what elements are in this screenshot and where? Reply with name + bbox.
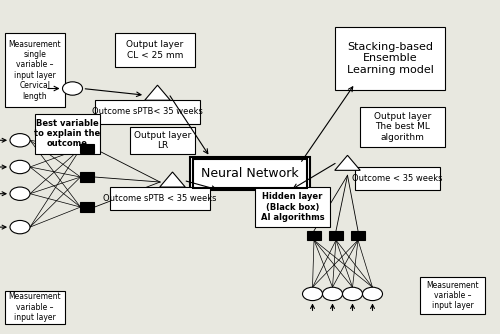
- Text: Neural Network: Neural Network: [201, 167, 299, 180]
- Bar: [80, 172, 94, 182]
- Bar: [329, 231, 343, 240]
- Circle shape: [10, 220, 30, 234]
- Text: Output layer
The best ML
algorithm: Output layer The best ML algorithm: [374, 112, 431, 142]
- Circle shape: [10, 187, 30, 200]
- Text: Outcome sPTB < 35 weeks: Outcome sPTB < 35 weeks: [104, 194, 217, 203]
- Circle shape: [302, 287, 322, 301]
- Bar: [351, 231, 365, 240]
- Polygon shape: [145, 85, 170, 100]
- FancyBboxPatch shape: [360, 107, 445, 147]
- Circle shape: [62, 82, 82, 95]
- Bar: [80, 144, 94, 153]
- Polygon shape: [335, 155, 360, 170]
- Circle shape: [342, 287, 362, 301]
- FancyBboxPatch shape: [5, 33, 65, 107]
- Text: Outcome sPTB< 35 weeks: Outcome sPTB< 35 weeks: [92, 108, 203, 116]
- FancyBboxPatch shape: [5, 291, 65, 324]
- FancyBboxPatch shape: [110, 187, 210, 210]
- Text: Hidden layer
(Black box)
AI algorithms: Hidden layer (Black box) AI algorithms: [260, 192, 324, 222]
- Circle shape: [10, 134, 30, 147]
- FancyBboxPatch shape: [95, 100, 200, 124]
- FancyBboxPatch shape: [193, 159, 307, 188]
- FancyBboxPatch shape: [115, 33, 195, 67]
- Text: Best variable
to explain the
outcome: Best variable to explain the outcome: [34, 119, 100, 149]
- Circle shape: [322, 287, 342, 301]
- FancyBboxPatch shape: [130, 127, 195, 154]
- Bar: [307, 231, 321, 240]
- FancyBboxPatch shape: [335, 27, 445, 90]
- Text: Output layer
LR: Output layer LR: [134, 131, 191, 150]
- FancyBboxPatch shape: [190, 157, 310, 190]
- Text: Output layer
CL < 25 mm: Output layer CL < 25 mm: [126, 40, 184, 60]
- Text: Measurement
variable –
input layer: Measurement variable – input layer: [426, 281, 479, 311]
- FancyBboxPatch shape: [255, 187, 330, 227]
- Text: Stacking-based
Ensemble
Learning model: Stacking-based Ensemble Learning model: [346, 42, 434, 75]
- Circle shape: [10, 160, 30, 174]
- FancyBboxPatch shape: [35, 114, 100, 154]
- Polygon shape: [160, 172, 185, 187]
- Bar: [80, 202, 94, 212]
- FancyBboxPatch shape: [420, 277, 485, 314]
- Circle shape: [362, 287, 382, 301]
- Text: Measurement
variable –
input layer: Measurement variable – input layer: [8, 292, 62, 322]
- Text: Outcome < 35 weeks: Outcome < 35 weeks: [352, 174, 443, 183]
- FancyBboxPatch shape: [355, 167, 440, 190]
- Text: Measurement
single
variable –
input layer
Cervical
length: Measurement single variable – input laye…: [8, 40, 62, 101]
